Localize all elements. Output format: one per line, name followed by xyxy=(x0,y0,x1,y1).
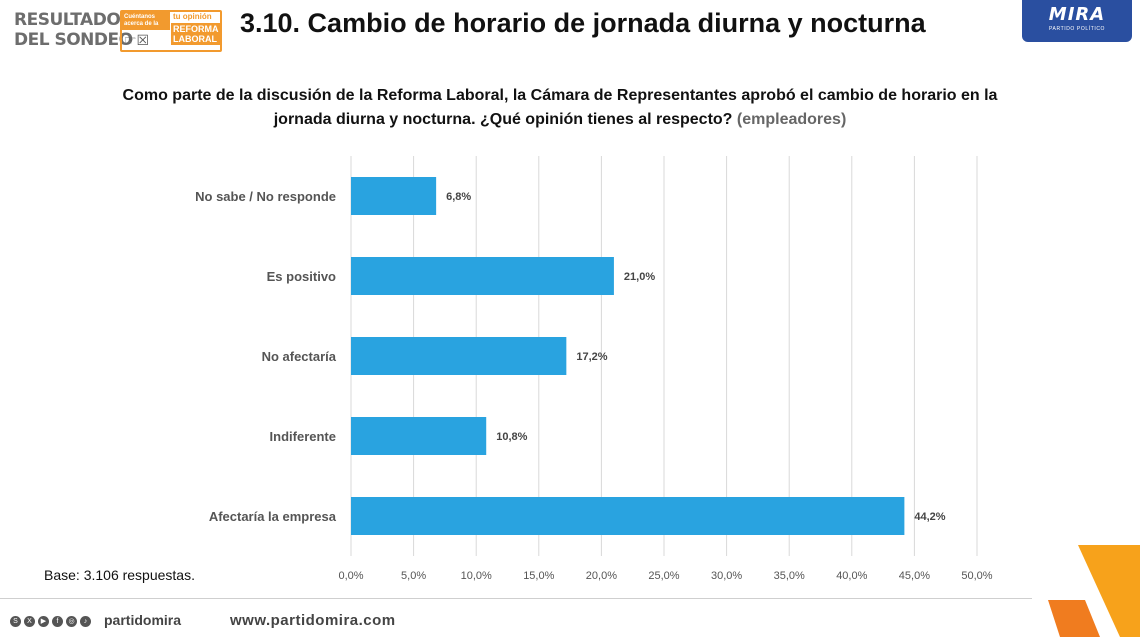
x-tick-label: 30,0% xyxy=(711,570,742,582)
badge-line1: REFORMA xyxy=(173,24,219,34)
x-tick-label: 50,0% xyxy=(961,570,992,582)
footer-divider xyxy=(0,598,1032,599)
badge-small-text: Cuéntanos acerca de la xyxy=(122,12,170,30)
corner-decoration xyxy=(1048,545,1140,637)
category-label: No sabe / No responde xyxy=(195,189,336,204)
bar xyxy=(351,417,487,455)
page-title: 3.10. Cambio de horario de jornada diurn… xyxy=(240,8,926,38)
category-label: No afectaría xyxy=(262,349,337,364)
category-label: Es positivo xyxy=(267,269,336,284)
x-tick-label: 45,0% xyxy=(899,570,930,582)
data-label: 17,2% xyxy=(576,351,607,363)
x-tick-label: 5,0% xyxy=(401,570,426,582)
bar xyxy=(351,337,567,375)
x-tick-label: 20,0% xyxy=(586,570,617,582)
data-label: 6,8% xyxy=(446,191,471,203)
website-link[interactable]: www.partidomira.com xyxy=(230,612,396,629)
results-title-line1: RESULTADOS xyxy=(14,10,133,30)
results-title-line2: DEL SONDEO xyxy=(14,30,133,50)
category-label: Indiferente xyxy=(270,429,336,444)
category-label: Afectaría la empresa xyxy=(209,509,337,524)
facebook-icon[interactable]: f xyxy=(52,615,63,627)
data-label: 10,8% xyxy=(496,431,527,443)
x-icon[interactable]: X xyxy=(24,615,35,627)
tiktok-icon[interactable]: ♪ xyxy=(80,615,91,627)
x-tick-label: 10,0% xyxy=(461,570,492,582)
mira-logo: MIRA PARTIDO POLÍTICO xyxy=(1022,0,1132,42)
instagram-icon[interactable]: ◎ xyxy=(66,615,77,627)
bar xyxy=(351,497,905,535)
badge-top-text: tu opinión xyxy=(173,12,212,21)
x-tick-label: 25,0% xyxy=(648,570,679,582)
survey-question: Como parte de la discusión de la Reforma… xyxy=(100,84,1020,132)
reforma-laboral-badge: Cuéntanos acerca de la ☞☒ tu opinión REF… xyxy=(120,10,222,52)
spotify-icon[interactable]: S xyxy=(10,615,21,627)
brand-subtitle: PARTIDO POLÍTICO xyxy=(1048,26,1106,32)
bar xyxy=(351,177,437,215)
x-tick-label: 40,0% xyxy=(836,570,867,582)
youtube-icon[interactable]: ▶ xyxy=(38,615,49,627)
pointing-hand-icon: ☞☒ xyxy=(124,32,150,48)
sondeo-logo: RESULTADOS DEL SONDEO Cuéntanos acerca d… xyxy=(14,10,224,54)
x-tick-label: 35,0% xyxy=(774,570,805,582)
x-tick-label: 15,0% xyxy=(523,570,554,582)
badge-line2: LABORAL xyxy=(173,34,217,44)
base-note: Base: 3.106 respuestas. xyxy=(44,567,195,583)
brand-name: MIRA xyxy=(1048,4,1106,25)
question-text: Como parte de la discusión de la Reforma… xyxy=(122,87,998,128)
social-handle[interactable]: partidomira xyxy=(104,612,182,628)
data-label: 21,0% xyxy=(624,271,655,283)
bar xyxy=(351,257,614,295)
data-label: 44,2% xyxy=(914,511,945,523)
x-tick-label: 0,0% xyxy=(338,570,363,582)
social-icons: S X ▶ f ◎ ♪ xyxy=(10,614,91,628)
question-qualifier: (empleadores) xyxy=(736,111,847,128)
